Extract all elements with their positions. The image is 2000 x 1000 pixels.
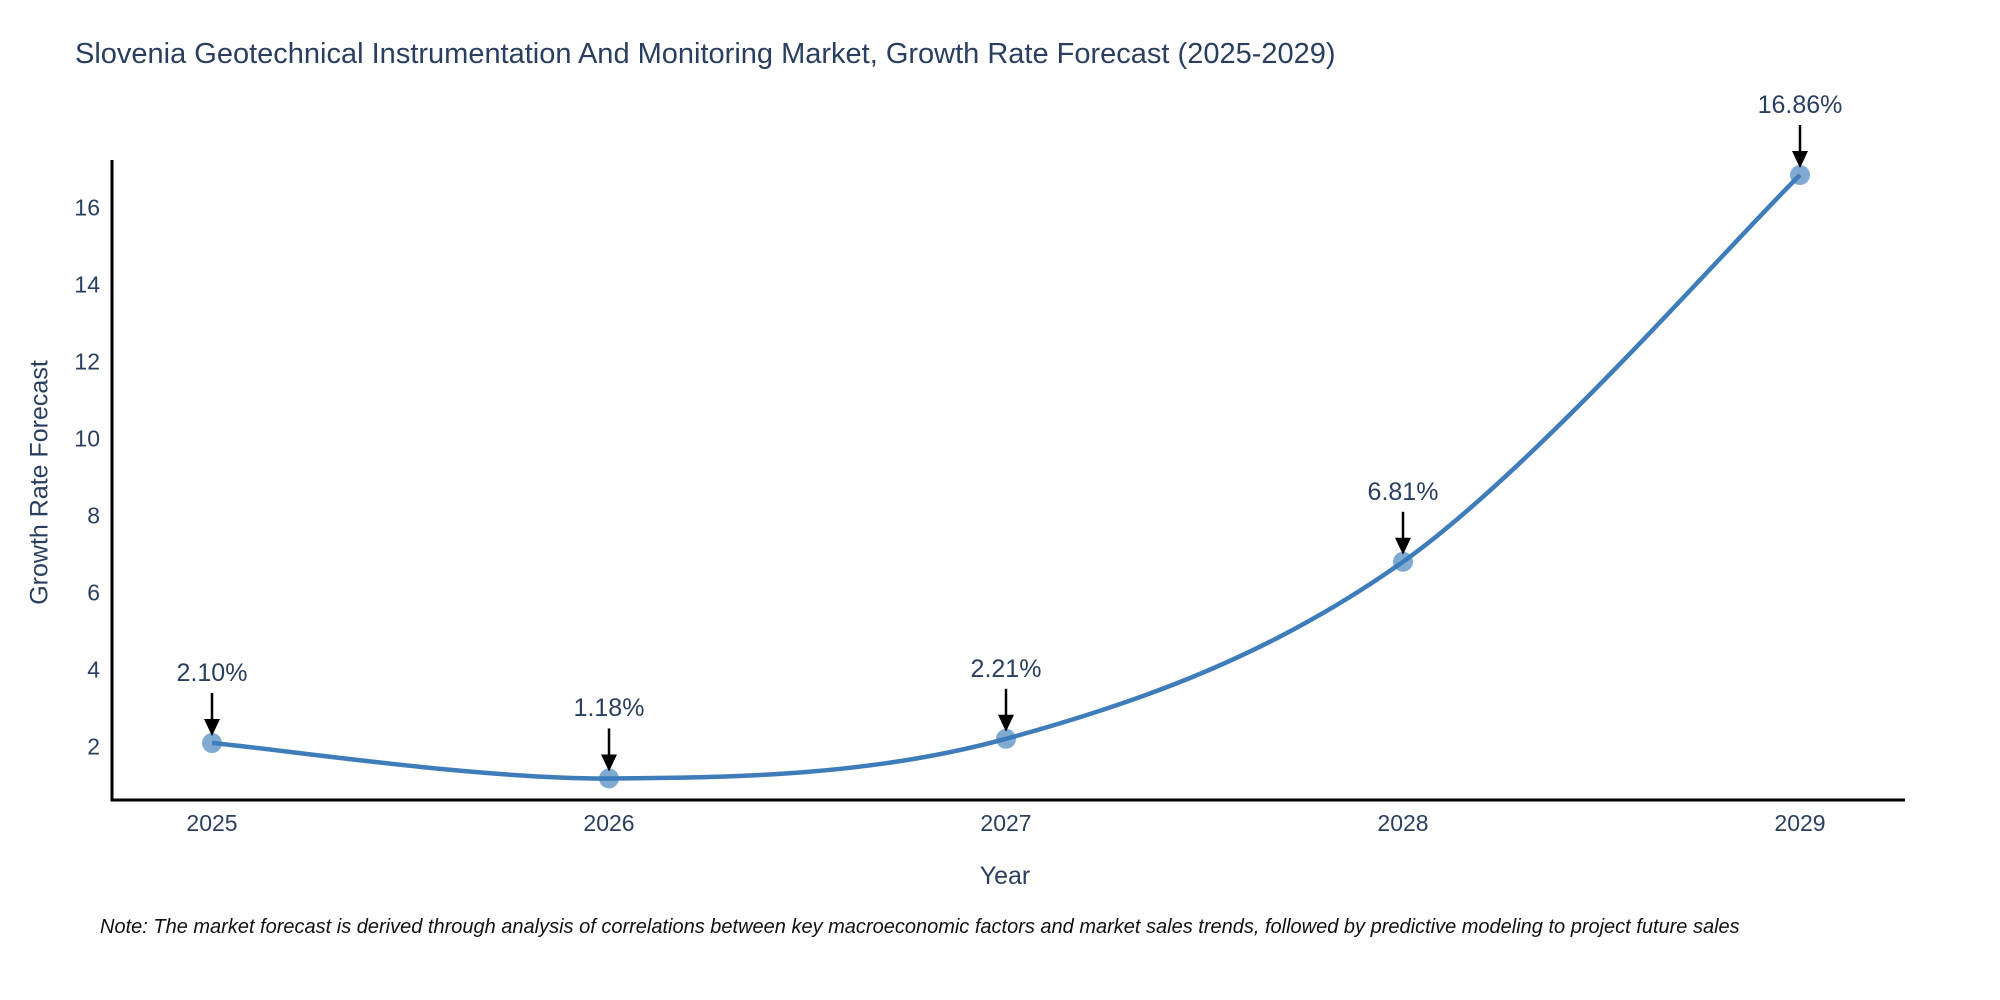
y-tick-label-10: 10: [74, 425, 100, 452]
annotation-arrow-head-2027: [998, 714, 1014, 732]
annotation-arrow-head-2028: [1395, 537, 1411, 555]
annotation-arrow-head-2026: [601, 754, 617, 772]
data-point-2027: [996, 728, 1016, 749]
point-annotation-2028: 6.81%: [1367, 477, 1439, 506]
point-annotation-2029: 16.86%: [1757, 91, 1843, 119]
y-tick-label-6: 6: [87, 579, 100, 606]
x-tick-label-2026: 2026: [583, 810, 635, 836]
data-point-2026: [599, 768, 619, 789]
point-annotation-2027: 2.21%: [970, 654, 1042, 683]
x-axis-title: Year: [979, 862, 1031, 890]
data-point-2028: [1393, 551, 1413, 572]
annotation-arrow-head-2029: [1792, 151, 1808, 169]
point-annotation-2025: 2.10%: [176, 659, 248, 688]
x-tick-label-2027: 2027: [980, 810, 1032, 836]
annotation-arrow-head-2025: [204, 719, 220, 737]
y-tick-label-12: 12: [74, 348, 100, 375]
y-tick-label-2: 2: [87, 733, 100, 760]
x-tick-label-2025: 2025: [186, 810, 238, 836]
axis-spines: [110, 160, 1905, 802]
data-point-2025: [202, 733, 222, 754]
footnote: Note: The market forecast is derived thr…: [100, 916, 1740, 938]
y-tick-label-8: 8: [87, 502, 100, 529]
data-point-2029: [1790, 165, 1810, 186]
y-tick-label-14: 14: [74, 271, 100, 298]
chart-title: Slovenia Geotechnical Instrumentation An…: [75, 38, 1336, 70]
y-tick-label-4: 4: [87, 656, 100, 683]
y-tick-label-16: 16: [74, 194, 100, 221]
x-tick-label-2029: 2029: [1774, 810, 1826, 836]
series-line: [211, 173, 1802, 781]
x-tick-label-2028: 2028: [1377, 810, 1429, 836]
point-annotation-2026: 1.18%: [573, 694, 645, 723]
